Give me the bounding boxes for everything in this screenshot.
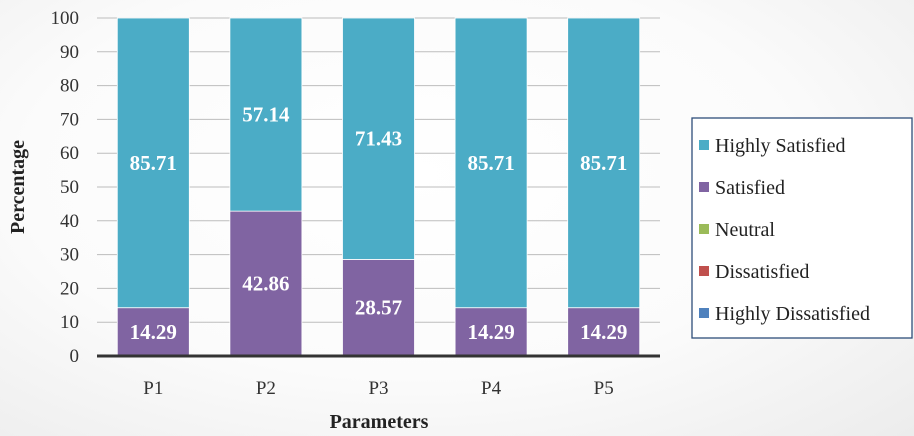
legend-box <box>691 117 913 339</box>
y-axis-title: Percentage <box>7 140 29 234</box>
data-label-p1-satisfied: 14.29 <box>130 320 177 344</box>
legend-swatch-neutral <box>699 224 709 234</box>
data-label-p1-highly-satisfied: 85.71 <box>130 151 177 175</box>
y-tick-label-10: 10 <box>60 312 79 333</box>
data-labels: 14.29 85.71 42.86 57.14 28.57 71.43 14.29 85.71… <box>130 103 628 344</box>
y-tick-label-20: 20 <box>60 278 79 299</box>
bar-p4-highly-satisfied <box>454 17 528 309</box>
data-label-p5-highly-satisfied: 85.71 <box>580 151 627 175</box>
y-tick-label-30: 30 <box>60 245 79 266</box>
legend-label-dissatisfied: Dissatisfied <box>715 261 809 283</box>
data-label-p3-satisfied: 28.57 <box>355 296 402 320</box>
x-axis-title: Parameters <box>330 411 429 433</box>
y-tick-label-50: 50 <box>60 177 79 198</box>
bar-p5-highly-satisfied <box>567 17 641 309</box>
data-label-p5-satisfied: 14.29 <box>580 320 627 344</box>
y-tick-label-100: 100 <box>51 8 80 29</box>
x-tick-label-p5: P5 <box>594 378 614 399</box>
axes: 0 10 20 30 40 50 60 70 80 90 100 P1 P2 P3 P4 P5 <box>51 8 660 399</box>
y-tick-label-40: 40 <box>60 211 79 232</box>
y-tick-label-80: 80 <box>60 76 79 97</box>
legend-swatch-dissatisfied <box>699 266 709 276</box>
x-tick-label-p3: P3 <box>368 378 388 399</box>
bar-p3-highly-satisfied <box>342 17 415 260</box>
y-tick-label-60: 60 <box>60 143 79 164</box>
legend-label-satisfied: Satisfied <box>715 177 785 199</box>
legend-swatch-satisfied <box>699 182 709 192</box>
bar-p2-highly-satisfied <box>229 17 303 212</box>
bar-p1-highly-satisfied <box>116 17 190 309</box>
y-tick-label-0: 0 <box>70 346 80 367</box>
data-label-p2-satisfied: 42.86 <box>242 272 289 296</box>
x-tick-label-p4: P4 <box>481 378 502 399</box>
bar-p4-satisfied <box>454 307 528 357</box>
bar-p3-satisfied <box>342 259 415 357</box>
legend-label-highly-dissatisfied: Highly Dissatisfied <box>715 303 870 325</box>
y-tick-label-90: 90 <box>60 42 79 63</box>
legend-label-neutral: Neutral <box>715 219 775 241</box>
x-tick-label-p1: P1 <box>143 378 163 399</box>
data-label-p2-highly-satisfied: 57.14 <box>242 103 290 127</box>
y-tick-label-70: 70 <box>60 109 79 130</box>
bar-p5-satisfied <box>567 307 641 357</box>
legend-swatch-highly-dissatisfied <box>699 308 709 318</box>
data-label-p4-satisfied: 14.29 <box>467 320 514 344</box>
x-tick-label-p2: P2 <box>256 378 276 399</box>
data-label-p3-highly-satisfied: 71.43 <box>355 127 402 151</box>
legend-label-highly-satisfied: Highly Satisfied <box>715 135 846 157</box>
legend: Highly Satisfied Satisfied Neutral Dissatis… <box>691 117 913 339</box>
legend-swatch-highly-satisfied <box>699 140 709 150</box>
data-label-p4-highly-satisfied: 85.71 <box>467 151 514 175</box>
